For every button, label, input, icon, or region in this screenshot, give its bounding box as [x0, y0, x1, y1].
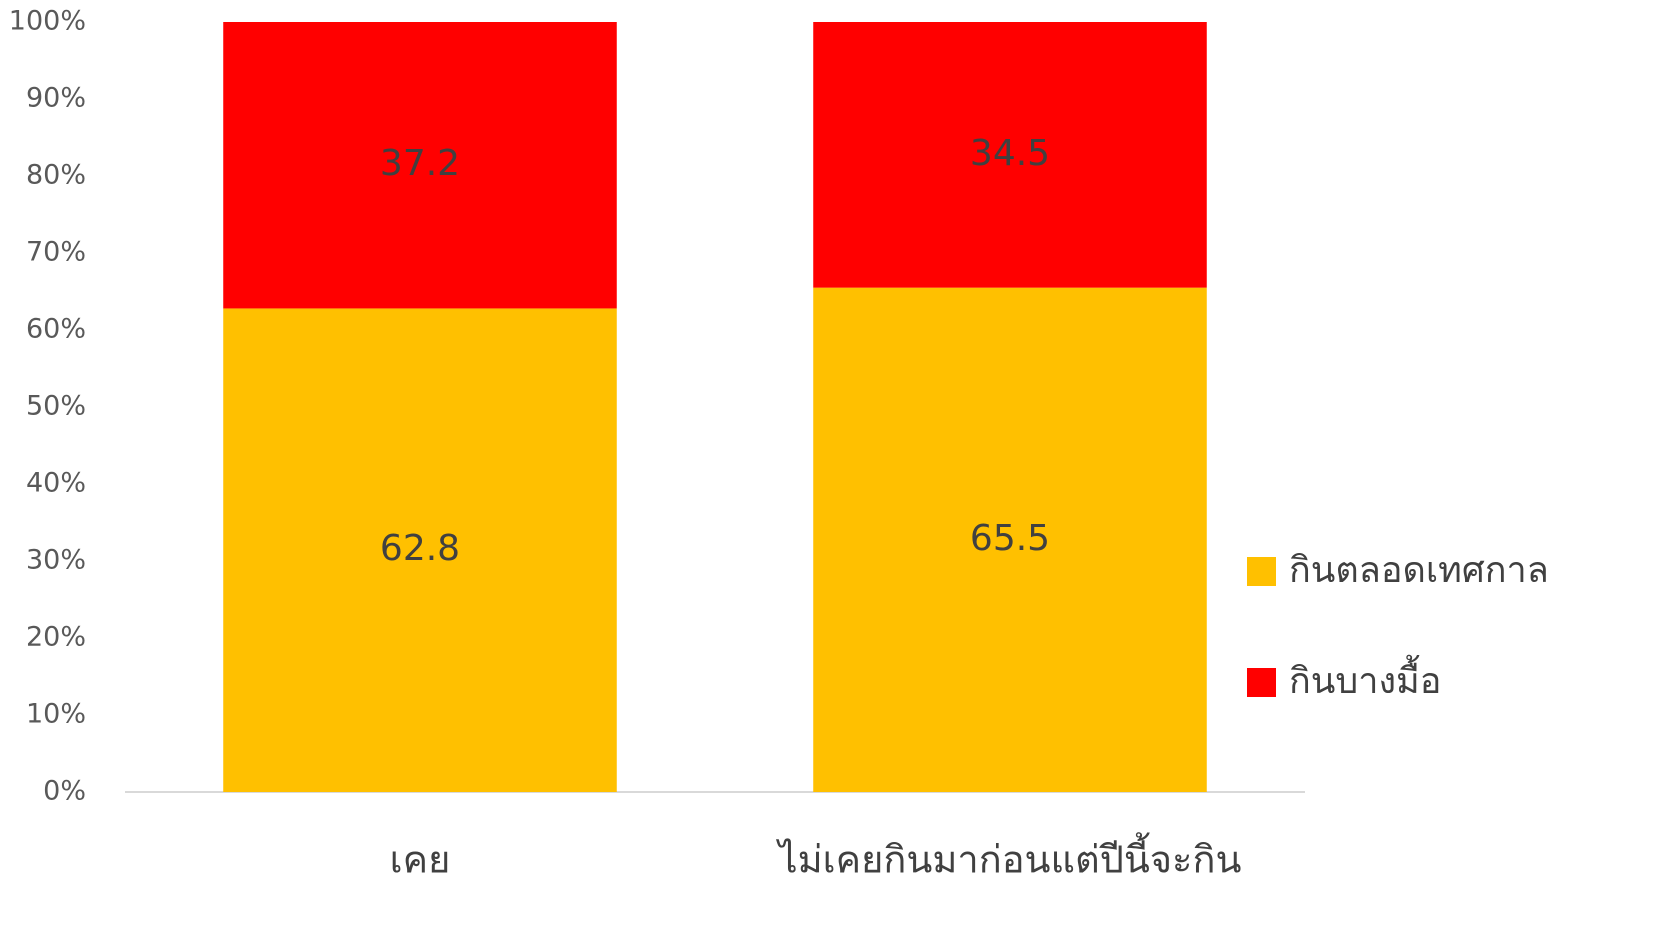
y-tick-label: 30%	[26, 545, 86, 576]
y-tick-label: 80%	[26, 160, 86, 191]
legend-label: กินบางมื้อ	[1289, 654, 1441, 702]
bar-segment	[813, 22, 1207, 288]
legend-swatch	[1247, 668, 1276, 697]
x-tick-label: ไม่เคยกินมาก่อนแต่ปีนี้จะกิน	[776, 832, 1242, 882]
y-tick-label: 10%	[26, 699, 86, 730]
x-tick-label: เคย	[390, 838, 451, 882]
data-label: 62.8	[380, 528, 460, 569]
y-tick-label: 0%	[43, 776, 86, 807]
data-label: 37.2	[380, 143, 460, 184]
data-label: 34.5	[970, 133, 1050, 174]
bar-segment	[223, 22, 617, 309]
y-tick-label: 70%	[26, 237, 86, 268]
legend-label: กินตลอดเทศกาล	[1289, 550, 1549, 591]
y-tick-label: 20%	[26, 622, 86, 653]
legend-swatch	[1247, 557, 1276, 586]
data-label: 65.5	[970, 518, 1050, 559]
y-tick-label: 40%	[26, 468, 86, 499]
y-tick-label: 100%	[9, 6, 86, 37]
y-tick-label: 50%	[26, 391, 86, 422]
y-tick-label: 90%	[26, 83, 86, 114]
bar-segment	[813, 287, 1207, 792]
y-tick-label: 60%	[26, 314, 86, 345]
bar-segment	[223, 308, 617, 792]
